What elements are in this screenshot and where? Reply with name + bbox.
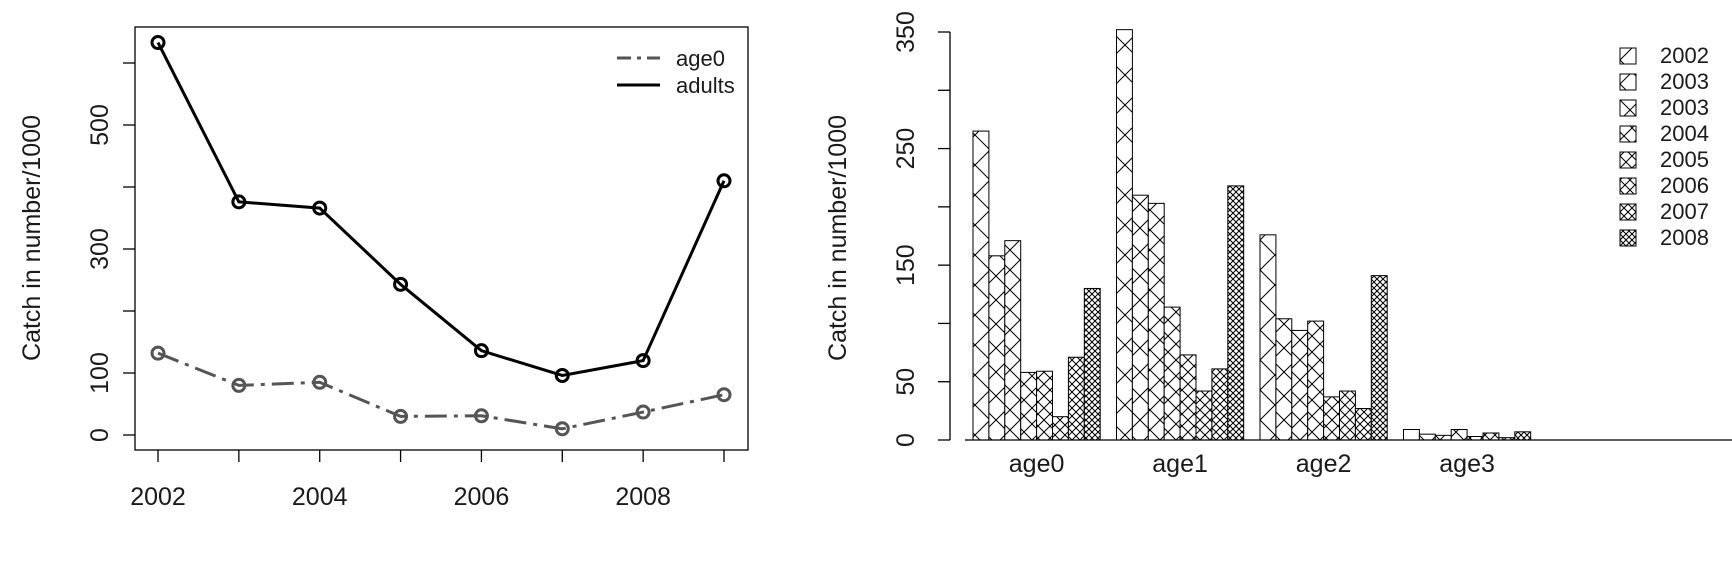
y-tick-label: 350 [892, 11, 920, 53]
data-point-age0 [393, 408, 409, 424]
bar [1131, 194, 1149, 441]
legend-label: 2004 [1660, 121, 1709, 146]
bar [1339, 390, 1356, 441]
category-label: age1 [1152, 450, 1208, 478]
legend-label: 2006 [1660, 173, 1709, 198]
bar [1307, 320, 1325, 441]
x-tick-label: 2004 [292, 483, 348, 511]
bar [1450, 429, 1468, 441]
data-point-adults [393, 276, 409, 292]
data-point-age0 [473, 408, 489, 424]
bar [1403, 429, 1420, 441]
legend-swatch [1619, 151, 1637, 169]
y-tick-label: 0 [86, 428, 114, 442]
y-axis-label: Catch in number/1000 [824, 115, 852, 361]
bar [972, 130, 990, 441]
series-line-adults [156, 41, 726, 378]
bar [1211, 368, 1229, 441]
y-tick-label: 0 [892, 433, 920, 447]
bar [1354, 408, 1372, 441]
legend-swatch [1619, 177, 1637, 195]
bar [1163, 306, 1181, 441]
x-tick-label: 2002 [130, 483, 186, 511]
data-point-adults [554, 367, 570, 383]
bar [988, 255, 1006, 441]
bar [1147, 202, 1165, 441]
bar [1020, 371, 1038, 441]
data-point-adults [150, 35, 166, 51]
bar [1259, 234, 1277, 441]
y-tick-label: 50 [892, 368, 920, 396]
x-tick-label: 2008 [615, 483, 671, 511]
category-label: age3 [1439, 450, 1495, 478]
category-label: age2 [1296, 450, 1352, 478]
bar [1067, 356, 1085, 441]
bar [1004, 240, 1022, 441]
bar [1434, 434, 1452, 441]
legend-swatch [1619, 203, 1637, 221]
legend-label: 2003 [1660, 95, 1709, 120]
data-point-age0 [716, 387, 732, 403]
legend-swatch [1619, 99, 1637, 117]
bar-chart: age0 age1 age2 age3 0 50 150 250 350 Catch in num… [824, 11, 1732, 478]
legend-label: 2007 [1660, 199, 1709, 224]
data-point-age0 [312, 374, 328, 390]
legend-label: 2005 [1660, 147, 1709, 172]
legend-label: 2002 [1660, 43, 1709, 68]
data-point-adults [635, 353, 651, 369]
y-tick-label: 150 [892, 244, 920, 286]
data-point-age0 [554, 421, 570, 437]
category-label: age0 [1009, 450, 1065, 478]
plot-frame [134, 26, 749, 451]
bar [1514, 431, 1532, 441]
bar [1195, 390, 1213, 441]
legend-label: adults [676, 73, 735, 98]
y-tick-label: 300 [86, 228, 114, 270]
legend-label: 2008 [1660, 225, 1709, 250]
bar [1116, 29, 1133, 441]
y-tick-label: 100 [86, 352, 114, 394]
bar [1036, 370, 1053, 441]
y-tick-label: 500 [86, 104, 114, 146]
data-point-adults [473, 343, 489, 359]
bar [1291, 329, 1309, 441]
bar [1418, 433, 1436, 441]
data-point-adults [716, 173, 732, 189]
bar [1179, 354, 1197, 441]
bar [1227, 185, 1245, 441]
line-chart: 2002 2004 2006 2008 0 100 300 500 Catch in numbe… [18, 26, 749, 511]
legend-label: age0 [676, 46, 725, 71]
bar [1052, 416, 1069, 441]
bar [1370, 275, 1388, 441]
legend-swatch [1619, 73, 1637, 91]
data-point-adults [312, 200, 328, 216]
bar [1083, 287, 1101, 441]
data-point-age0 [635, 404, 651, 420]
series-line-age0 [157, 351, 725, 431]
bar [1323, 396, 1340, 441]
data-point-age0 [150, 345, 166, 361]
legend-label: 2003 [1660, 69, 1709, 94]
legend-swatch [1619, 125, 1637, 143]
y-axis-label: Catch in number/1000 [18, 115, 46, 361]
data-point-adults [231, 194, 247, 210]
y-tick-label: 250 [892, 128, 920, 170]
data-point-age0 [231, 377, 247, 393]
x-tick-label: 2006 [454, 483, 510, 511]
bar [1275, 318, 1293, 441]
legend-swatch [1619, 229, 1637, 247]
bar [1482, 432, 1500, 441]
legend-swatch [1619, 47, 1637, 65]
